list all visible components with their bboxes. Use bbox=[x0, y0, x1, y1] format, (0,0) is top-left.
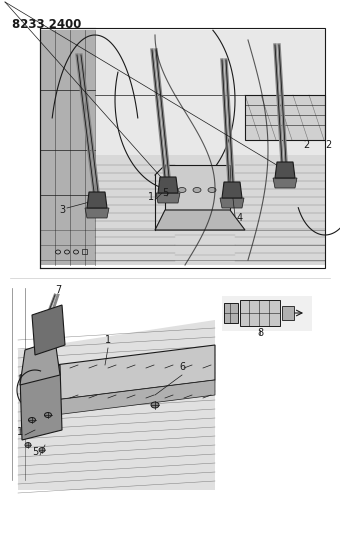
Polygon shape bbox=[224, 303, 238, 323]
Text: 1: 1 bbox=[148, 192, 154, 202]
Polygon shape bbox=[87, 192, 107, 208]
Text: 1: 1 bbox=[17, 427, 23, 437]
Text: 5: 5 bbox=[162, 188, 168, 198]
Polygon shape bbox=[155, 210, 245, 230]
Polygon shape bbox=[240, 300, 280, 326]
Polygon shape bbox=[18, 320, 215, 490]
Ellipse shape bbox=[39, 448, 45, 453]
Polygon shape bbox=[273, 178, 297, 188]
Polygon shape bbox=[20, 340, 60, 385]
Ellipse shape bbox=[208, 188, 216, 192]
Ellipse shape bbox=[151, 402, 159, 408]
Text: 8: 8 bbox=[257, 328, 263, 338]
Polygon shape bbox=[95, 30, 325, 155]
Polygon shape bbox=[55, 345, 215, 400]
Text: 6: 6 bbox=[179, 362, 185, 372]
Text: 3: 3 bbox=[59, 205, 65, 215]
Polygon shape bbox=[85, 208, 109, 218]
Polygon shape bbox=[245, 95, 325, 140]
Text: 8233 2400: 8233 2400 bbox=[12, 18, 81, 31]
Polygon shape bbox=[222, 296, 312, 331]
Polygon shape bbox=[40, 30, 95, 265]
Text: 2: 2 bbox=[325, 140, 331, 150]
Polygon shape bbox=[156, 193, 180, 203]
Text: 7: 7 bbox=[55, 285, 61, 295]
Bar bbox=[82, 249, 87, 254]
Polygon shape bbox=[20, 365, 62, 440]
Text: 5: 5 bbox=[32, 447, 38, 457]
Ellipse shape bbox=[25, 442, 31, 448]
Ellipse shape bbox=[29, 417, 35, 423]
Ellipse shape bbox=[178, 188, 186, 192]
Polygon shape bbox=[275, 162, 295, 178]
Ellipse shape bbox=[45, 413, 51, 417]
Polygon shape bbox=[55, 380, 215, 415]
Polygon shape bbox=[222, 182, 242, 198]
Polygon shape bbox=[95, 155, 325, 265]
Polygon shape bbox=[220, 198, 244, 208]
Polygon shape bbox=[282, 306, 294, 320]
Polygon shape bbox=[32, 305, 65, 355]
Text: 4: 4 bbox=[237, 213, 243, 223]
Text: 2: 2 bbox=[303, 140, 309, 150]
Polygon shape bbox=[165, 165, 230, 210]
Polygon shape bbox=[158, 177, 178, 193]
Ellipse shape bbox=[193, 188, 201, 192]
Text: 1: 1 bbox=[105, 335, 111, 345]
